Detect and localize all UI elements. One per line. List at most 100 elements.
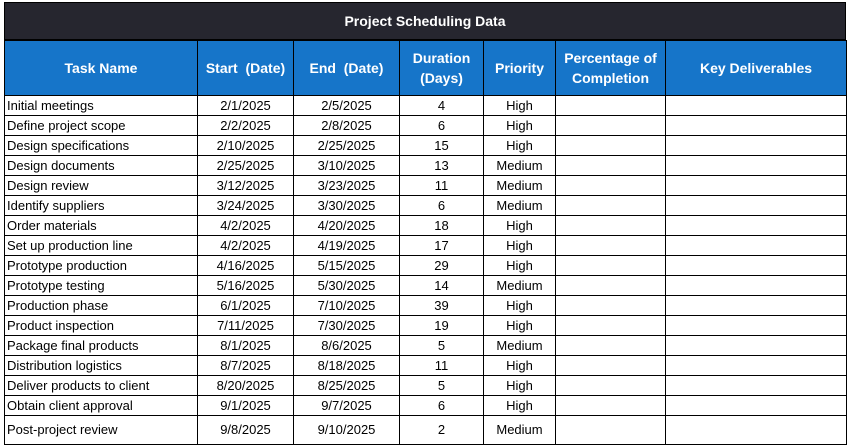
- cell-percentage[interactable]: [555, 115, 666, 136]
- cell-percentage[interactable]: [555, 335, 666, 356]
- cell-deliverables[interactable]: [665, 175, 847, 196]
- cell-duration[interactable]: 15: [399, 135, 484, 156]
- cell-end-date[interactable]: 2/25/2025: [293, 135, 400, 156]
- cell-start-date[interactable]: 4/16/2025: [197, 255, 294, 276]
- cell-percentage[interactable]: [555, 175, 666, 196]
- cell-percentage[interactable]: [555, 195, 666, 216]
- cell-end-date[interactable]: 3/10/2025: [293, 155, 400, 176]
- cell-task-name[interactable]: Obtain client approval: [4, 395, 198, 416]
- cell-priority[interactable]: Medium: [483, 335, 556, 356]
- cell-start-date[interactable]: 7/11/2025: [197, 315, 294, 336]
- cell-duration[interactable]: 17: [399, 235, 484, 256]
- cell-start-date[interactable]: 8/7/2025: [197, 355, 294, 376]
- cell-task-name[interactable]: Production phase: [4, 295, 198, 316]
- cell-end-date[interactable]: 8/18/2025: [293, 355, 400, 376]
- cell-deliverables[interactable]: [665, 295, 847, 316]
- cell-priority[interactable]: Medium: [483, 415, 556, 445]
- cell-start-date[interactable]: 4/2/2025: [197, 215, 294, 236]
- cell-end-date[interactable]: 4/19/2025: [293, 235, 400, 256]
- cell-task-name[interactable]: Distribution logistics: [4, 355, 198, 376]
- cell-priority[interactable]: Medium: [483, 175, 556, 196]
- cell-start-date[interactable]: 2/2/2025: [197, 115, 294, 136]
- cell-deliverables[interactable]: [665, 235, 847, 256]
- cell-end-date[interactable]: 5/15/2025: [293, 255, 400, 276]
- cell-priority[interactable]: High: [483, 355, 556, 376]
- cell-priority[interactable]: High: [483, 135, 556, 156]
- cell-end-date[interactable]: 5/30/2025: [293, 275, 400, 296]
- cell-percentage[interactable]: [555, 315, 666, 336]
- cell-task-name[interactable]: Prototype testing: [4, 275, 198, 296]
- cell-percentage[interactable]: [555, 95, 666, 116]
- cell-task-name[interactable]: Initial meetings: [4, 95, 198, 116]
- cell-percentage[interactable]: [555, 235, 666, 256]
- cell-duration[interactable]: 5: [399, 335, 484, 356]
- cell-priority[interactable]: Medium: [483, 155, 556, 176]
- cell-start-date[interactable]: 2/25/2025: [197, 155, 294, 176]
- cell-percentage[interactable]: [555, 275, 666, 296]
- cell-task-name[interactable]: Prototype production: [4, 255, 198, 276]
- cell-percentage[interactable]: [555, 355, 666, 376]
- cell-percentage[interactable]: [555, 155, 666, 176]
- cell-start-date[interactable]: 4/2/2025: [197, 235, 294, 256]
- cell-start-date[interactable]: 9/1/2025: [197, 395, 294, 416]
- cell-percentage[interactable]: [555, 295, 666, 316]
- cell-end-date[interactable]: 9/10/2025: [293, 415, 400, 445]
- cell-duration[interactable]: 18: [399, 215, 484, 236]
- header-priority[interactable]: Priority: [483, 40, 556, 96]
- cell-deliverables[interactable]: [665, 115, 847, 136]
- cell-end-date[interactable]: 7/10/2025: [293, 295, 400, 316]
- cell-duration[interactable]: 29: [399, 255, 484, 276]
- cell-end-date[interactable]: 8/6/2025: [293, 335, 400, 356]
- cell-start-date[interactable]: 6/1/2025: [197, 295, 294, 316]
- cell-duration[interactable]: 2: [399, 415, 484, 445]
- cell-end-date[interactable]: 4/20/2025: [293, 215, 400, 236]
- header-start-date[interactable]: Start (Date): [197, 40, 294, 96]
- cell-duration[interactable]: 5: [399, 375, 484, 396]
- cell-task-name[interactable]: Design documents: [4, 155, 198, 176]
- cell-task-name[interactable]: Post-project review: [4, 415, 198, 445]
- cell-priority[interactable]: High: [483, 315, 556, 336]
- cell-priority[interactable]: High: [483, 295, 556, 316]
- cell-percentage[interactable]: [555, 135, 666, 156]
- cell-percentage[interactable]: [555, 215, 666, 236]
- cell-end-date[interactable]: 2/8/2025: [293, 115, 400, 136]
- cell-deliverables[interactable]: [665, 95, 847, 116]
- cell-deliverables[interactable]: [665, 255, 847, 276]
- cell-duration[interactable]: 6: [399, 115, 484, 136]
- cell-deliverables[interactable]: [665, 135, 847, 156]
- cell-percentage[interactable]: [555, 395, 666, 416]
- cell-percentage[interactable]: [555, 255, 666, 276]
- cell-duration[interactable]: 13: [399, 155, 484, 176]
- cell-task-name[interactable]: Package final products: [4, 335, 198, 356]
- cell-duration[interactable]: 39: [399, 295, 484, 316]
- header-key-deliverables[interactable]: Key Deliverables: [665, 40, 847, 96]
- cell-end-date[interactable]: 8/25/2025: [293, 375, 400, 396]
- cell-percentage[interactable]: [555, 415, 666, 445]
- cell-start-date[interactable]: 2/1/2025: [197, 95, 294, 116]
- cell-duration[interactable]: 6: [399, 395, 484, 416]
- cell-priority[interactable]: High: [483, 255, 556, 276]
- cell-percentage[interactable]: [555, 375, 666, 396]
- cell-start-date[interactable]: 3/12/2025: [197, 175, 294, 196]
- cell-task-name[interactable]: Set up production line: [4, 235, 198, 256]
- cell-deliverables[interactable]: [665, 315, 847, 336]
- cell-start-date[interactable]: 5/16/2025: [197, 275, 294, 296]
- cell-deliverables[interactable]: [665, 215, 847, 236]
- cell-priority[interactable]: Medium: [483, 195, 556, 216]
- cell-priority[interactable]: High: [483, 395, 556, 416]
- cell-end-date[interactable]: 3/23/2025: [293, 175, 400, 196]
- cell-deliverables[interactable]: [665, 355, 847, 376]
- cell-end-date[interactable]: 9/7/2025: [293, 395, 400, 416]
- cell-priority[interactable]: High: [483, 95, 556, 116]
- header-duration[interactable]: Duration (Days): [399, 40, 484, 96]
- cell-start-date[interactable]: 8/1/2025: [197, 335, 294, 356]
- cell-duration[interactable]: 11: [399, 355, 484, 376]
- cell-deliverables[interactable]: [665, 275, 847, 296]
- cell-priority[interactable]: High: [483, 375, 556, 396]
- cell-priority[interactable]: High: [483, 215, 556, 236]
- header-end-date[interactable]: End (Date): [293, 40, 400, 96]
- cell-end-date[interactable]: 7/30/2025: [293, 315, 400, 336]
- cell-task-name[interactable]: Design specifications: [4, 135, 198, 156]
- cell-deliverables[interactable]: [665, 375, 847, 396]
- cell-start-date[interactable]: 3/24/2025: [197, 195, 294, 216]
